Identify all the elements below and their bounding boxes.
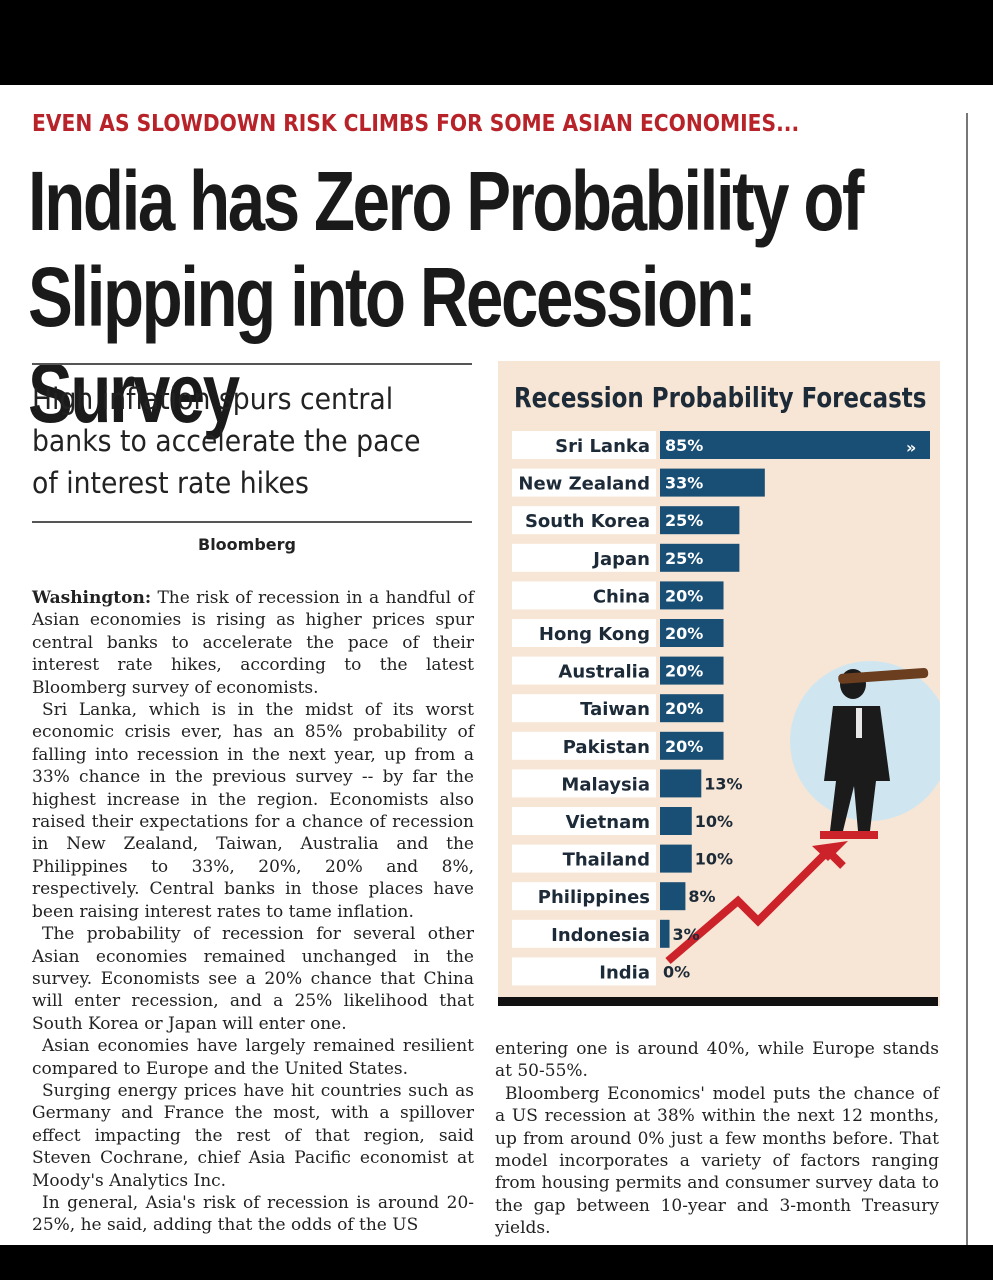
chart-title: Recession Probability Forecasts bbox=[514, 381, 927, 414]
value-label: 20% bbox=[665, 586, 703, 605]
country-label-bg bbox=[512, 581, 656, 610]
bar bbox=[660, 506, 740, 535]
paragraph: Washington: The risk of recession in a h… bbox=[32, 588, 474, 698]
chart-svg: Sri Lanka 85% » New Zealand 33% South Korea 25… bbox=[512, 431, 940, 986]
paragraph: entering one is around 40%, while Europe… bbox=[495, 1039, 939, 1082]
country-label-bg bbox=[512, 844, 656, 873]
value-label: 25% bbox=[665, 549, 703, 568]
bar bbox=[660, 731, 724, 760]
arrow-head-icon bbox=[812, 841, 848, 861]
paragraph: Sri Lanka, which is in the midst of its … bbox=[32, 700, 474, 922]
country-label-bg bbox=[512, 543, 656, 572]
bar bbox=[660, 543, 740, 572]
country-label-bg bbox=[512, 882, 656, 911]
value-label: 20% bbox=[665, 662, 703, 681]
country-label-bg bbox=[512, 468, 656, 497]
bar bbox=[660, 844, 692, 873]
country-label: New Zealand bbox=[518, 474, 650, 495]
country-label-bg bbox=[512, 957, 656, 986]
value-label: 13% bbox=[704, 774, 742, 793]
byline: Bloomberg bbox=[198, 535, 296, 554]
chart-bottom-bar bbox=[498, 997, 938, 1006]
bar bbox=[660, 619, 724, 647]
recession-chart: Sri Lanka 85% » New Zealand 33% South Korea 25… bbox=[498, 361, 940, 1006]
column-rule bbox=[966, 113, 968, 1245]
country-label: Taiwan bbox=[580, 699, 650, 720]
country-label-bg bbox=[512, 769, 656, 798]
value-label: 20% bbox=[665, 737, 703, 756]
paragraph: In general, Asia's risk of recession is … bbox=[32, 1192, 474, 1236]
article-page: EVEN AS SLOWDOWN RISK CLIMBS FOR SOME AS… bbox=[0, 85, 993, 1245]
country-label: Pakistan bbox=[563, 737, 650, 758]
country-label-bg bbox=[512, 694, 656, 723]
country-label-bg bbox=[512, 619, 656, 647]
value-label: 20% bbox=[665, 699, 703, 718]
country-label: China bbox=[593, 586, 650, 607]
paragraph: Asian economies have largely remained re… bbox=[32, 1036, 474, 1079]
country-label-bg bbox=[512, 506, 656, 535]
paragraph: Bloomberg Economics' model puts the chan… bbox=[495, 1083, 939, 1239]
country-label: Indonesia bbox=[551, 925, 650, 946]
bar bbox=[660, 694, 724, 723]
country-label: Vietnam bbox=[566, 812, 650, 833]
value-label: 3% bbox=[673, 925, 700, 944]
country-label: Australia bbox=[558, 662, 650, 683]
body-right-column: entering one is around 40%, while Europe… bbox=[495, 1038, 939, 1240]
country-label: Hong Kong bbox=[539, 624, 650, 645]
businessman-telescope-icon bbox=[820, 667, 929, 839]
deck-top-rule bbox=[32, 363, 472, 365]
bar bbox=[660, 581, 724, 610]
paragraph: The probability of recession for several… bbox=[32, 924, 474, 1034]
value-label: 10% bbox=[695, 812, 733, 831]
country-label: India bbox=[599, 962, 650, 983]
country-label-bg bbox=[512, 919, 656, 948]
country-label: Japan bbox=[591, 549, 650, 570]
bar bbox=[660, 882, 686, 911]
bar bbox=[660, 769, 702, 798]
bar bbox=[660, 807, 692, 835]
bar bbox=[660, 656, 724, 685]
country-label-bg bbox=[512, 431, 656, 459]
value-label: 33% bbox=[665, 474, 703, 493]
bar bbox=[660, 431, 930, 459]
body-left-column: Washington: The risk of recession in a h… bbox=[32, 587, 474, 1237]
bar bbox=[660, 919, 670, 948]
country-label: Sri Lanka bbox=[555, 436, 650, 457]
value-label: 0% bbox=[663, 962, 690, 981]
kicker: EVEN AS SLOWDOWN RISK CLIMBS FOR SOME AS… bbox=[32, 111, 800, 137]
truncated-bar-icon: » bbox=[906, 438, 916, 457]
headline: India has Zero Probability of Slipping i… bbox=[28, 154, 864, 440]
country-label: Malaysia bbox=[561, 774, 650, 795]
dateline: Washington: bbox=[32, 588, 152, 608]
country-label-bg bbox=[512, 807, 656, 835]
value-label: 20% bbox=[665, 624, 703, 643]
country-label: Philippines bbox=[538, 887, 650, 908]
value-label: 10% bbox=[695, 850, 733, 869]
country-label-bg bbox=[512, 731, 656, 760]
value-label: 25% bbox=[665, 511, 703, 530]
country-label: South Korea bbox=[525, 511, 650, 532]
value-label: 8% bbox=[688, 887, 715, 906]
country-label: Thailand bbox=[563, 850, 650, 871]
value-label: 85% bbox=[665, 436, 703, 455]
country-label-bg bbox=[512, 656, 656, 685]
paragraph: Surging energy prices have hit countries… bbox=[32, 1080, 474, 1191]
deck: High inflation spurs central banks to ac… bbox=[32, 382, 421, 500]
deck-bottom-rule bbox=[32, 521, 472, 523]
bar bbox=[660, 468, 765, 497]
